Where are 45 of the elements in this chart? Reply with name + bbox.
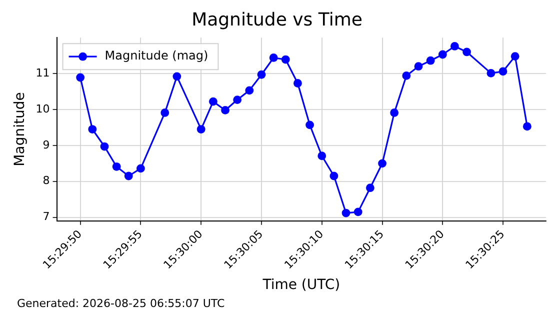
point bbox=[426, 56, 435, 65]
y-tick-label: 10 bbox=[36, 102, 50, 116]
point bbox=[245, 86, 254, 95]
point bbox=[88, 125, 97, 134]
y-tick-label: 9 bbox=[42, 138, 50, 152]
point bbox=[281, 55, 290, 64]
point bbox=[136, 164, 145, 173]
y-tick-label: 7 bbox=[42, 210, 50, 224]
point bbox=[100, 142, 109, 151]
point bbox=[269, 54, 278, 62]
point bbox=[294, 79, 302, 88]
legend-label: Magnitude (mag) bbox=[104, 48, 208, 63]
point bbox=[462, 48, 471, 56]
point bbox=[414, 62, 423, 71]
point bbox=[438, 50, 447, 59]
point bbox=[233, 96, 242, 104]
point bbox=[160, 108, 170, 117]
point bbox=[257, 70, 266, 79]
point bbox=[221, 106, 230, 114]
point bbox=[450, 42, 459, 50]
text: Generated: 2026-08-25 06:55:07 UTC bbox=[17, 297, 225, 310]
chart-title: Magnitude vs Time bbox=[192, 9, 362, 30]
point bbox=[124, 172, 133, 180]
point bbox=[330, 172, 338, 180]
y-axis-title: Magnitude bbox=[12, 92, 28, 166]
y-tick-label: 8 bbox=[42, 174, 50, 188]
point bbox=[354, 208, 362, 216]
point bbox=[510, 52, 520, 60]
point bbox=[402, 72, 411, 80]
point bbox=[306, 120, 314, 130]
point bbox=[486, 68, 496, 78]
point bbox=[208, 97, 218, 106]
point bbox=[342, 208, 350, 218]
point bbox=[112, 162, 121, 171]
point bbox=[498, 67, 508, 76]
point bbox=[196, 125, 206, 134]
point bbox=[366, 184, 374, 192]
point bbox=[378, 159, 386, 168]
x-axis-title: Time (UTC) bbox=[262, 277, 340, 294]
y-tick-label: 11 bbox=[36, 66, 50, 80]
point bbox=[522, 122, 532, 131]
point bbox=[172, 72, 182, 81]
point bbox=[390, 108, 399, 117]
point bbox=[76, 73, 85, 82]
point bbox=[318, 152, 326, 160]
